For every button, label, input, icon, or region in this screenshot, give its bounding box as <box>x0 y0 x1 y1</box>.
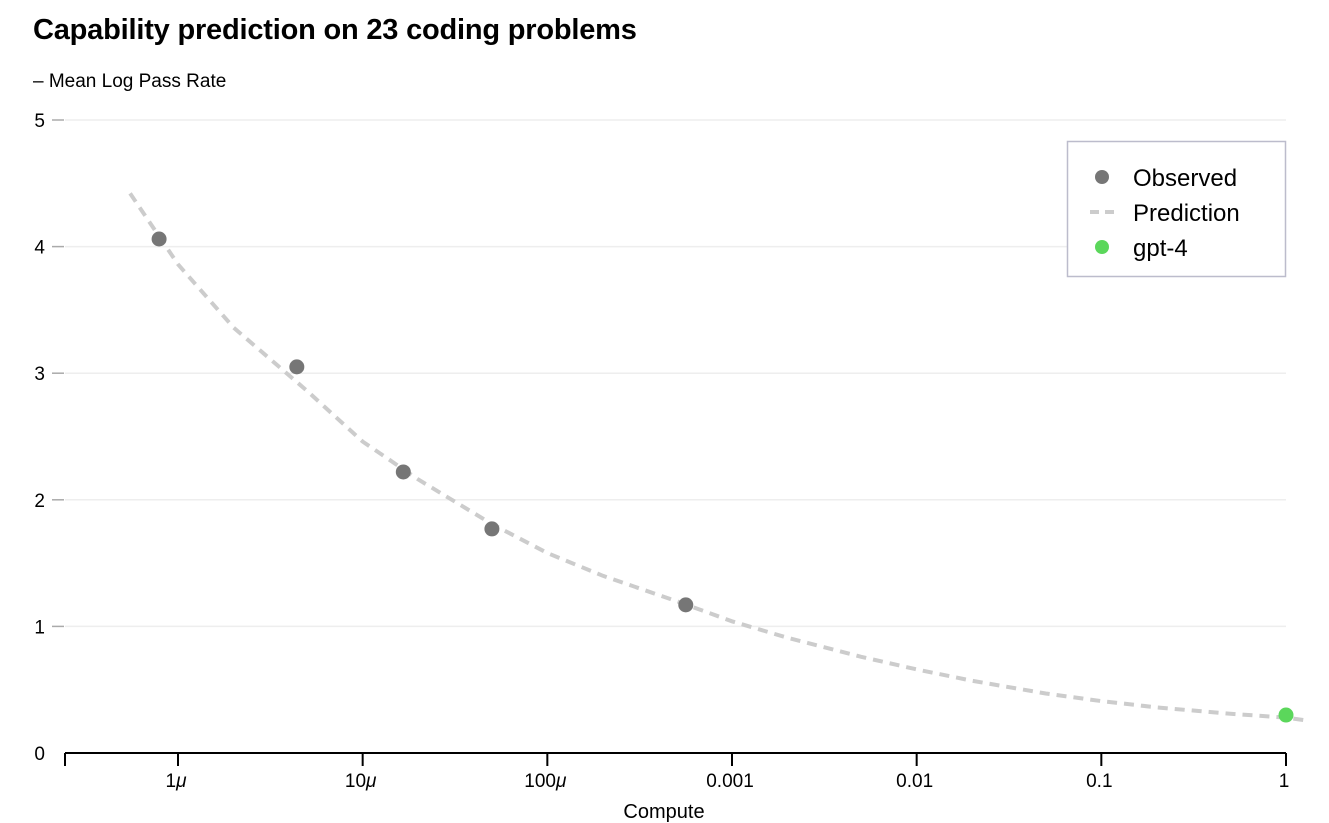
chart-title: Capability prediction on 23 coding probl… <box>33 14 637 46</box>
x-tick-label-6: 1 <box>1279 771 1290 792</box>
x-tick-label-2: 100μ <box>524 771 567 792</box>
y-tick-label-2: 2 <box>34 491 45 512</box>
y-tick-label-3: 3 <box>34 364 45 385</box>
observed-point-2 <box>395 464 411 480</box>
prediction-line <box>128 192 1305 723</box>
legend-label-prediction: Prediction <box>1133 200 1240 227</box>
legend-label-observed: Observed <box>1133 165 1237 192</box>
x-tick-label-4: 0.01 <box>896 771 933 792</box>
observed-point-1 <box>289 359 305 375</box>
gpt-4-point-0 <box>1278 707 1294 723</box>
x-tick-label-3: 0.001 <box>706 771 754 792</box>
x-tick-label-5: 0.1 <box>1086 771 1112 792</box>
observed-point-3 <box>484 521 500 537</box>
y-tick-label-4: 4 <box>34 238 45 259</box>
x-tick-label-1: 10μ <box>345 771 377 792</box>
y-axis-label: – Mean Log Pass Rate <box>33 71 227 92</box>
legend-label-gpt-4: gpt-4 <box>1133 235 1188 262</box>
legend-swatch-observed <box>1095 170 1109 184</box>
y-tick-label-5: 5 <box>34 111 45 132</box>
x-tick-label-0: 1μ <box>166 771 188 792</box>
observed-point-0 <box>151 231 167 247</box>
x-axis-label: Compute <box>623 801 704 823</box>
legend-swatch-gpt-4 <box>1095 240 1109 254</box>
plot-area <box>128 192 1305 723</box>
legend: Observed Prediction gpt-4 <box>1066 140 1287 278</box>
y-tick-label-0: 0 <box>34 744 45 765</box>
y-axis: 0 1 2 3 4 5 <box>34 111 64 765</box>
y-tick-label-1: 1 <box>34 617 45 638</box>
x-axis: 1μ 10μ 100μ 0.001 0.01 0.1 1 <box>64 752 1290 792</box>
legend-box <box>1066 140 1287 278</box>
observed-point-4 <box>678 597 694 613</box>
